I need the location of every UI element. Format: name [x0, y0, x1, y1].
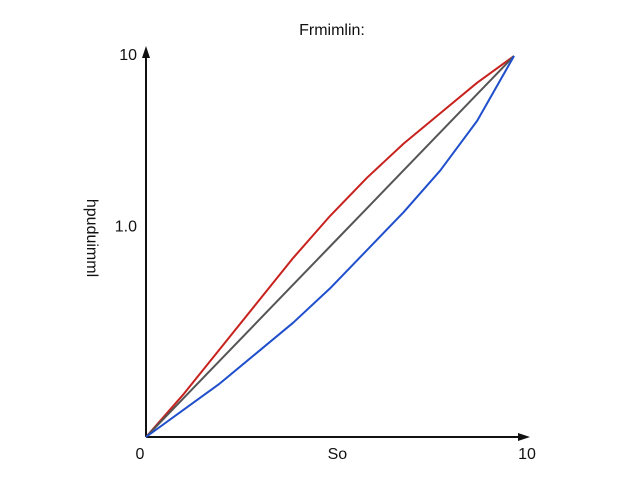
x-tick-label: 0 — [136, 446, 145, 463]
line-series — [145, 55, 515, 438]
y-tick-label: 1.0 — [115, 219, 137, 236]
y-axis-arrow — [142, 46, 150, 58]
x-axis-arrow — [518, 433, 530, 441]
x-tick-label: 10 — [518, 446, 536, 463]
chart-title: Frmimlin: — [299, 22, 365, 39]
line-series — [145, 55, 515, 438]
y-axis-label: hpuduimml — [83, 199, 100, 277]
y-tick-label: 10 — [119, 47, 137, 64]
line-series — [145, 55, 515, 438]
x-tick-label: So — [328, 446, 348, 463]
